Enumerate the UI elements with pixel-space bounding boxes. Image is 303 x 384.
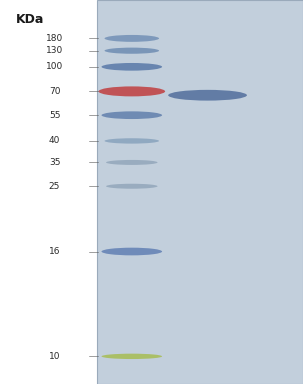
Ellipse shape [105, 48, 159, 54]
Ellipse shape [98, 86, 165, 96]
Ellipse shape [106, 160, 158, 165]
Text: 180: 180 [46, 34, 63, 43]
Ellipse shape [168, 90, 247, 101]
Text: 16: 16 [49, 247, 60, 256]
Text: 55: 55 [49, 111, 60, 120]
Ellipse shape [102, 63, 162, 71]
Ellipse shape [102, 248, 162, 255]
Text: 100: 100 [46, 62, 63, 71]
Ellipse shape [105, 138, 159, 144]
Text: 130: 130 [46, 46, 63, 55]
Text: 10: 10 [49, 352, 60, 361]
Text: 25: 25 [49, 182, 60, 191]
FancyBboxPatch shape [97, 0, 303, 384]
Text: 35: 35 [49, 158, 60, 167]
Ellipse shape [106, 184, 158, 189]
Ellipse shape [102, 354, 162, 359]
Ellipse shape [102, 111, 162, 119]
Text: 40: 40 [49, 136, 60, 146]
Text: 70: 70 [49, 87, 60, 96]
Text: KDa: KDa [16, 13, 45, 26]
Ellipse shape [105, 35, 159, 42]
